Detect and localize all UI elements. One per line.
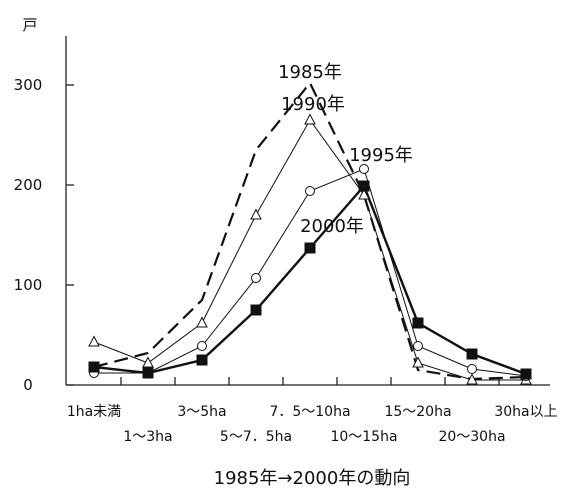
square-marker: [250, 304, 262, 316]
triangle-marker: [304, 113, 316, 125]
triangle-marker: [88, 335, 100, 347]
square-marker: [520, 368, 532, 380]
triangle-marker: [142, 356, 154, 368]
y-tick-label: 200: [14, 176, 43, 194]
square-marker: [304, 242, 316, 254]
y-tick-label: 0: [23, 376, 33, 394]
series-line-3: [93, 183, 527, 376]
circle-marker: [359, 164, 369, 174]
triangle-marker: [466, 373, 478, 385]
series-line-2: [94, 168, 527, 377]
y-axis-unit-label: 戸: [22, 16, 37, 34]
labels: 1985年 1990年 1995年 2000年: [278, 62, 413, 237]
circle-marker: [413, 341, 423, 351]
x-tick-label-row2: 1〜3ha: [123, 429, 172, 445]
x-tick-label-row1: 3〜5ha: [177, 404, 226, 420]
circle-marker: [251, 273, 261, 283]
x-tick-label-row1: 1ha未満: [67, 404, 121, 420]
circle-marker: [467, 364, 477, 374]
axes: [65, 36, 550, 386]
square-marker: [466, 348, 478, 360]
x-tick-label-row2: 5〜7．5ha: [220, 429, 292, 445]
ticks: 0 100 200 300 1ha未満 3〜5ha 7．5〜10ha 15〜20ha 30ha以…: [14, 76, 558, 445]
chart-caption: 1985年→2000年の動向: [214, 468, 411, 489]
series-label-3: 2000年: [300, 216, 364, 237]
x-tick-label-row1: 7．5〜10ha: [269, 404, 350, 420]
series-label-1: 1990年: [281, 94, 345, 115]
square-marker: [196, 354, 208, 366]
series-label-0: 1985年: [278, 62, 342, 83]
square-marker: [88, 361, 100, 373]
series-label-2: 1995年: [349, 145, 413, 166]
y-tick-label: 100: [14, 276, 43, 294]
square-marker: [412, 317, 424, 329]
square-marker: [358, 180, 370, 192]
triangle-marker: [250, 208, 262, 220]
square-marker: [142, 367, 154, 379]
triangle-marker: [412, 356, 424, 368]
circle-marker: [305, 186, 315, 196]
triangle-marker: [358, 188, 370, 200]
series-markers: [88, 113, 532, 385]
x-tick-label-row2: 20〜30ha: [438, 429, 505, 445]
series-line-0: [93, 80, 527, 381]
y-tick-label: 300: [14, 76, 43, 94]
x-tick-label-row1: 30ha以上: [494, 404, 557, 420]
triangle-marker: [196, 316, 208, 328]
circle-marker: [197, 341, 207, 351]
x-tick-label-row1: 15〜20ha: [384, 404, 451, 420]
x-tick-label-row2: 10〜15ha: [330, 429, 397, 445]
